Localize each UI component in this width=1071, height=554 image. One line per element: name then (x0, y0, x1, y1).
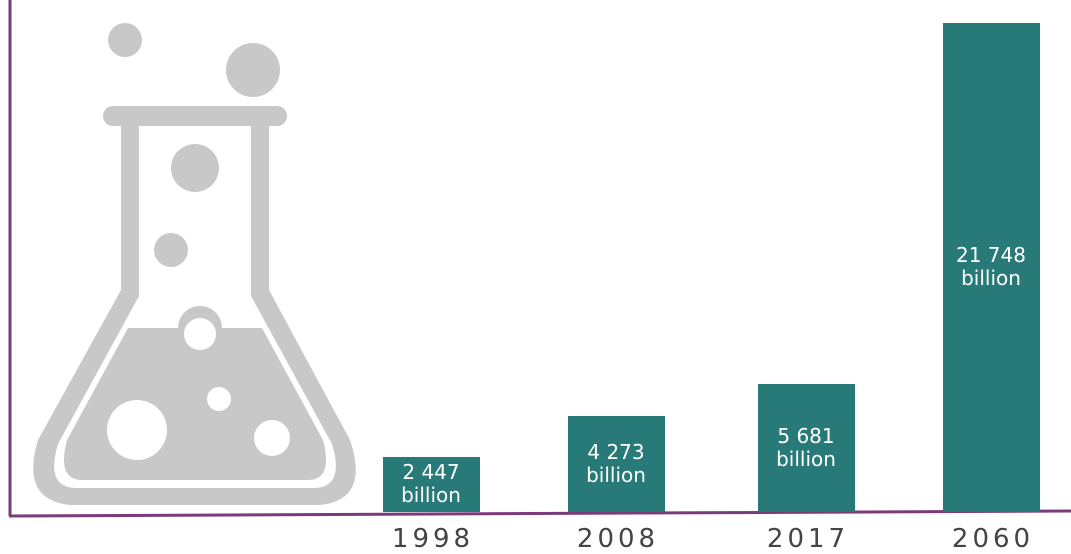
x-tick-label: 2017 (766, 524, 850, 554)
bar: 5 681 billion (757, 384, 855, 512)
value-label: 5 681 billion (776, 424, 836, 472)
bar: 21 748 billion (942, 22, 1040, 512)
x-tick-label: 2008 (576, 524, 660, 554)
flask-icon (33, 23, 356, 505)
value-label: 4 273 billion (586, 439, 646, 487)
bar: 2 447 billion (382, 456, 480, 512)
x-axis (8, 509, 1071, 518)
value-label: 21 748 billion (956, 243, 1026, 291)
x-tick-label: 1998 (391, 524, 475, 554)
value-label: 2 447 billion (401, 460, 461, 508)
x-tick-label: 2060 (951, 524, 1035, 554)
bar: 4 273 billion (567, 415, 665, 512)
